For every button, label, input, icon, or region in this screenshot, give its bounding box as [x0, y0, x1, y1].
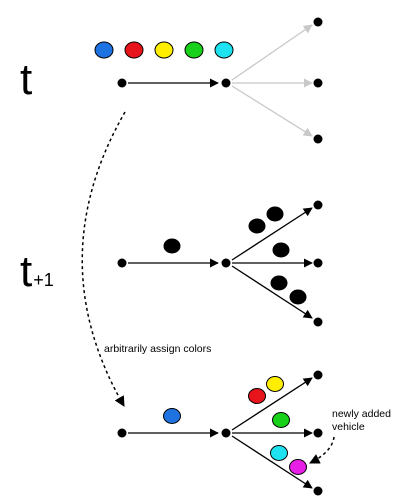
edge-t1-upper: [231, 207, 313, 261]
edge-t1-lower: [231, 265, 313, 319]
new-vehicle-label-line2: vehicle: [332, 421, 365, 433]
row-t: t: [20, 17, 323, 144]
new-vehicle-label-line1: newly added: [332, 408, 391, 420]
node-t1-dest-middle: [313, 258, 323, 268]
vehicle-t1-lower-1: [270, 275, 288, 291]
node-t-dest-middle: [313, 78, 323, 88]
time-label-t1: t+1: [20, 247, 54, 296]
vehicle-t1-lower-2: [289, 289, 307, 305]
edge-t-upper-faded: [231, 24, 313, 81]
legend-green-circle: [184, 41, 204, 59]
vehicle-t1-main: [163, 238, 181, 254]
legend-red-circle: [124, 41, 144, 59]
new-vehicle-pointer-arrow: [309, 436, 335, 464]
curved-dashed-arrow: [81, 111, 126, 407]
edge-c-upper: [231, 377, 313, 431]
vehicle-yellow: [266, 376, 284, 392]
node-t-junction: [221, 78, 231, 88]
edge-c-lower: [231, 435, 313, 489]
assign-colors-note: arbitrarily assign colors: [104, 343, 211, 355]
node-c-dest-middle: [313, 428, 323, 438]
node-t1-junction: [221, 258, 231, 268]
node-c-dest-upper: [313, 370, 323, 380]
vehicle-green: [272, 412, 290, 428]
color-legend: [94, 41, 234, 59]
node-t-source: [117, 78, 127, 88]
node-c-dest-lower: [313, 486, 323, 496]
legend-yellow-circle: [154, 41, 174, 59]
vehicle-magenta-new: [289, 459, 307, 475]
node-t1-dest-upper: [313, 200, 323, 210]
edge-t-lower-faded: [231, 85, 313, 137]
node-c-junction: [221, 428, 231, 438]
vehicle-blue: [163, 408, 181, 424]
vehicle-t1-upper-1: [248, 218, 266, 234]
legend-cyan-circle: [214, 41, 234, 59]
node-t-dest-upper: [313, 17, 323, 27]
node-t1-source: [117, 258, 127, 268]
vehicle-cyan: [270, 445, 288, 461]
row-colored: newly added vehicle: [117, 370, 391, 496]
time-label-t: t: [20, 55, 32, 104]
node-t-dest-lower: [313, 134, 323, 144]
vehicle-red: [248, 388, 266, 404]
node-c-source: [117, 428, 127, 438]
vehicle-t1-upper-2: [266, 206, 284, 222]
legend-blue-circle: [94, 41, 114, 59]
node-t1-dest-lower: [313, 317, 323, 327]
row-t-plus-1: t+1: [20, 200, 323, 327]
vehicle-t1-middle: [272, 242, 290, 258]
